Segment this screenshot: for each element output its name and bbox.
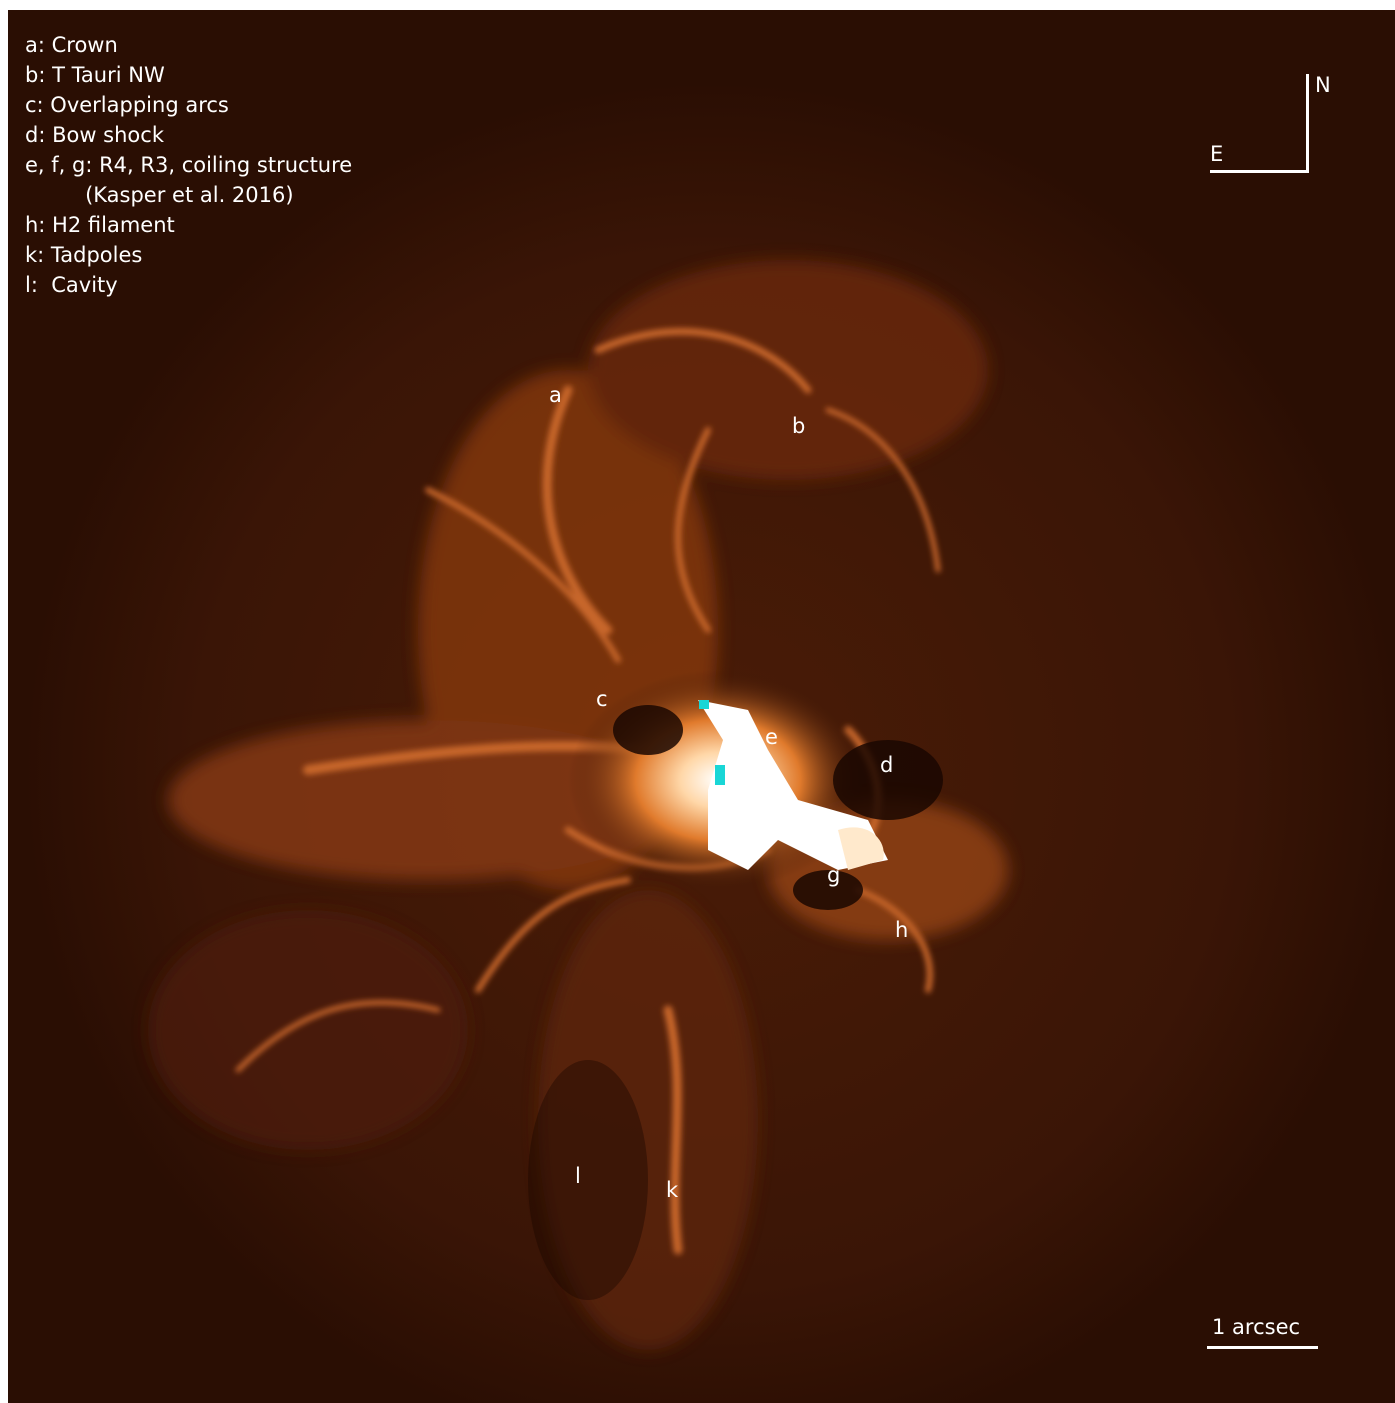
legend-item-h2-filament: h: H2 filament (25, 213, 175, 237)
compass-east-label: E (1210, 142, 1224, 166)
compass-north-label: N (1315, 73, 1331, 97)
scale-bar-label: 1 arcsec (1212, 1315, 1301, 1339)
legend-item-coiling-structure: e, f, g: R4, R3, coiling structure (25, 153, 353, 177)
dark-lanes (528, 705, 943, 1300)
scale-bar-line (1207, 1346, 1318, 1349)
legend-item-tadpoles: k: Tadpoles (25, 243, 143, 267)
compass-north-arm (1306, 74, 1309, 172)
nebula-image (23, 80, 1395, 1403)
star-marker-north (699, 700, 709, 709)
feature-label-c: c (596, 687, 608, 711)
feature-label-l: l (575, 1164, 581, 1188)
feature-label-f: f (736, 836, 744, 860)
legend-item-t-tauri-nw: b: T Tauri NW (25, 63, 165, 87)
legend-item-overlapping-arcs: c: Overlapping arcs (25, 93, 229, 117)
feature-label-a: a (549, 383, 562, 407)
feature-label-h: h (895, 918, 909, 942)
feature-label-e: e (765, 725, 778, 749)
feature-label-k: k (666, 1178, 679, 1202)
feature-label-b: b (792, 414, 806, 438)
legend-item-reference: (Kasper et al. 2016) (25, 183, 294, 207)
image-frame: a: Crown b: T Tauri NW c: Overlapping ar… (8, 10, 1395, 1403)
feature-label-g: g (827, 863, 841, 887)
legend-item-cavity: l: Cavity (25, 273, 118, 297)
compass-east-arm (1210, 170, 1309, 173)
legend-item-crown: a: Crown (25, 33, 118, 57)
star-marker-south (715, 765, 725, 785)
legend-item-bow-shock: d: Bow shock (25, 123, 164, 147)
feature-label-d: d (880, 753, 894, 777)
